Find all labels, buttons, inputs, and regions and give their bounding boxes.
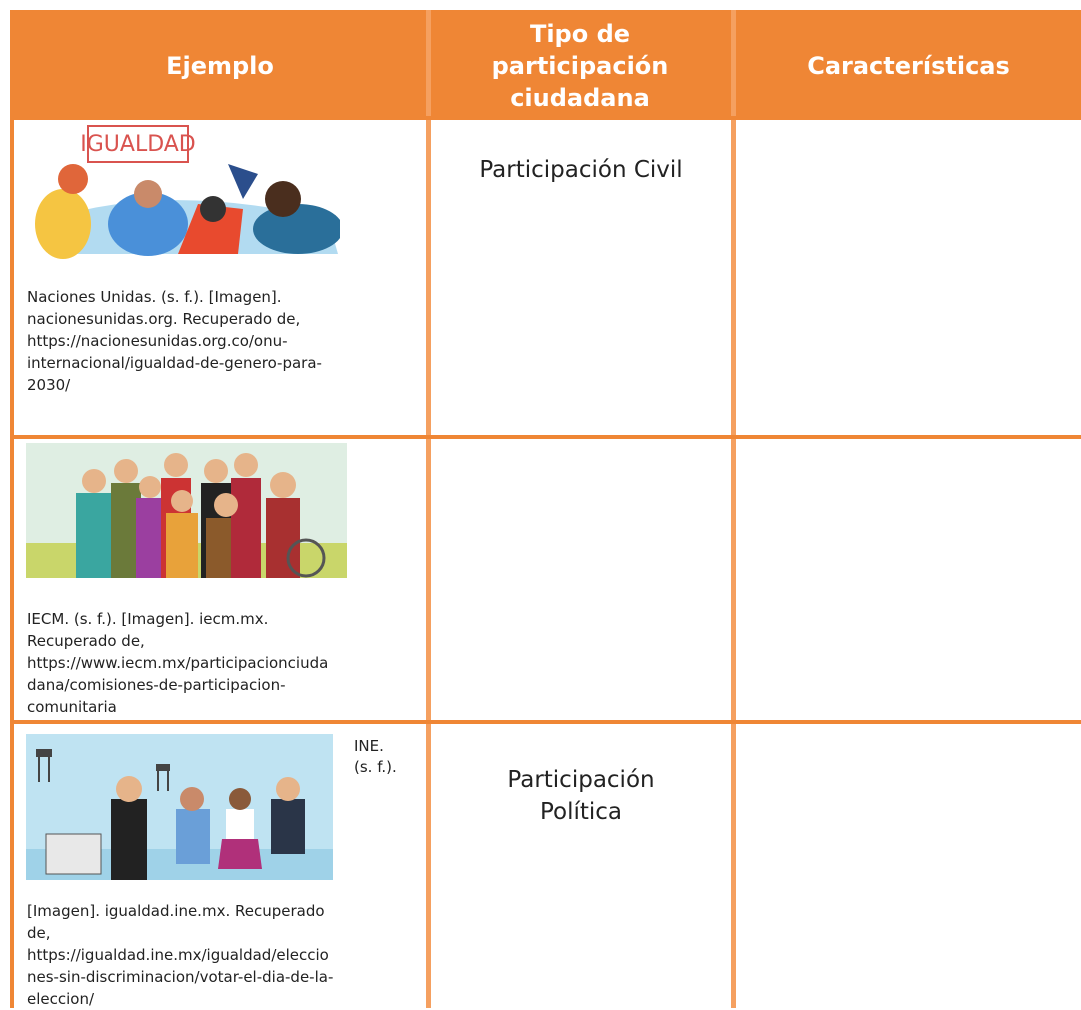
- citation-line: de,: [27, 924, 51, 942]
- citation-line: comunitaria: [27, 698, 117, 716]
- tipo: Participación: [507, 767, 655, 793]
- citation-line: internacional/igualdad-de-genero-para-: [27, 354, 322, 372]
- citation-line: https://www.iecm.mx/participacionciuda: [27, 654, 329, 672]
- border: [10, 435, 1081, 439]
- border: [10, 10, 1081, 14]
- border: [731, 10, 736, 1008]
- citation-line: 2030/: [27, 376, 71, 394]
- citation-line: https://igualdad.ine.mx/igualdad/eleccio: [27, 946, 329, 964]
- citation: (s. f.).: [354, 758, 397, 776]
- citation-line: IECM. (s. f.). [Imagen]. iecm.mx.: [27, 610, 269, 628]
- border: [10, 116, 1081, 120]
- citation-line: nacionesunidas.org. Recuperado de,: [27, 310, 301, 328]
- image-text: IGUALDAD: [80, 132, 196, 157]
- border: [10, 10, 14, 1008]
- border: [426, 10, 431, 1008]
- header-cell: Ejemplo: [166, 52, 274, 80]
- citation-line: https://nacionesunidas.org.co/onu-: [27, 332, 288, 350]
- header-cell: Tipo de participación ciudadana: [491, 20, 669, 112]
- citation-line: [Imagen]. igualdad.ine.mx. Recuperado: [27, 902, 325, 920]
- illustration: [26, 443, 347, 578]
- illustration: [26, 734, 333, 880]
- illustration: IGUALDAD: [35, 125, 340, 259]
- citation-line: nes-sin-discriminacion/votar-el-dia-de-l…: [27, 968, 334, 986]
- citation-line: dana/comisiones-de-participacion-: [27, 676, 286, 694]
- citation-line: eleccion/: [27, 990, 95, 1008]
- citation-line: Naciones Unidas. (s. f.). [Imagen].: [27, 288, 282, 306]
- header-cell: Características: [807, 52, 1010, 80]
- citation-line: Recuperado de,: [27, 632, 145, 650]
- tipo: Política: [539, 799, 623, 825]
- citation: INE.: [354, 737, 384, 755]
- header-row: [10, 10, 1081, 118]
- border: [10, 720, 1081, 724]
- tipo: Participación Civil: [479, 157, 683, 183]
